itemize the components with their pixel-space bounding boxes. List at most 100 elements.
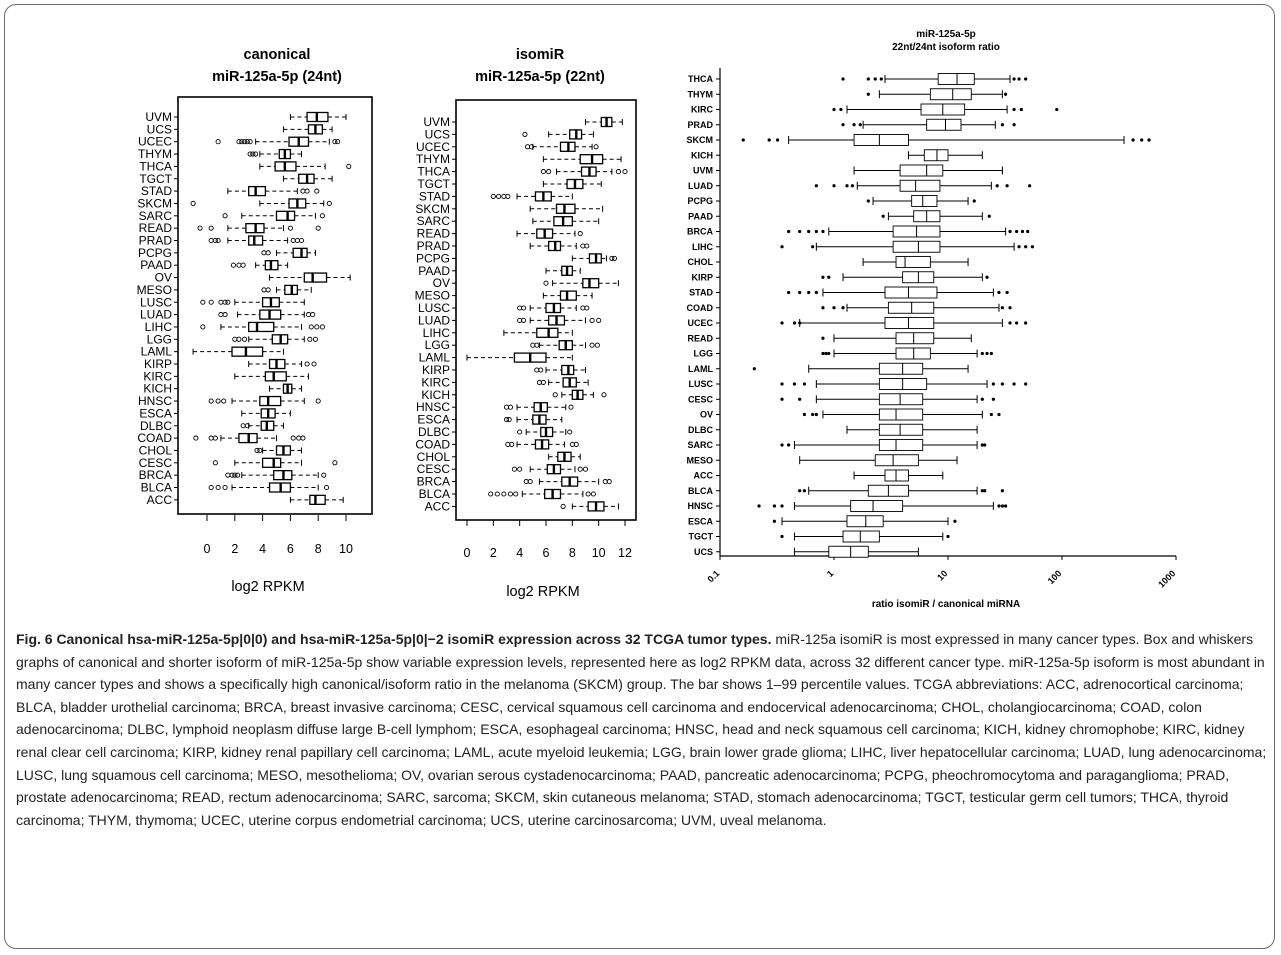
ratio-xtick-label-1000: 1000 <box>1156 568 1177 589</box>
canonical-luad-outlier-2 <box>305 312 312 318</box>
ratio-cesc-outlier-1 <box>798 397 802 401</box>
isomir-blca-label: BLCA <box>419 487 450 501</box>
canonical-thym-outlier-0 <box>247 151 253 157</box>
ratio-cesc-box <box>878 393 924 406</box>
ratio-pcpg-outlier-1 <box>972 199 976 203</box>
ratio-brca-outlier-7 <box>1020 229 1025 234</box>
ratio-kirc-outlier-0 <box>832 107 836 112</box>
ratio-meso-box <box>874 454 919 467</box>
canonical-dlbc-outlier-1 <box>244 423 250 429</box>
canonical-lgg-outlier-0 <box>232 336 238 342</box>
ratio-kirc-outlier-3 <box>1019 107 1023 112</box>
canonical-lusc-label: LUSC <box>140 295 172 309</box>
ratio-xtick-label-10: 10 <box>935 568 949 582</box>
ratio-skcm-outlier-4 <box>1140 138 1144 142</box>
isomir-xtick-label-2: 2 <box>490 546 497 560</box>
ratio-thym-outlier-1 <box>1003 92 1008 96</box>
canonical-kirp-outlier-1 <box>311 361 317 367</box>
ratio-tgct-label: TGCT <box>689 532 714 542</box>
ratio-ucec-outlier-2 <box>798 321 802 325</box>
canonical-chol-outlier-1 <box>257 447 263 454</box>
canonical-luad-label: LUAD <box>140 308 172 322</box>
isomir-cesc-outlier-3 <box>582 466 589 472</box>
panel-isomir: isomiR miR-125a-5p (22nt) 0 2 4 6 8 10 12UVMUC… <box>415 47 637 600</box>
isomir-ucs-outlier-0 <box>522 131 528 137</box>
figure-6-plots: canonical miR-125a-5p (24nt) 0 2 4 6 8 10UVMU… <box>137 29 1178 610</box>
ratio-lusc-outlier-3 <box>991 382 995 386</box>
isomir-pcpg-outlier-1 <box>611 255 618 261</box>
isomir-thca-outlier-0 <box>540 169 546 175</box>
ratio-xtick-label-1: 1 <box>825 568 836 579</box>
canonical-chol-outlier-0 <box>254 447 260 454</box>
ratio-brca-outlier-5 <box>1008 229 1012 234</box>
canonical-kirp-label: KIRP <box>144 357 172 371</box>
ratio-brca-outlier-6 <box>1015 229 1019 234</box>
canonical-prad-box <box>248 235 264 246</box>
canonical-xtick-label-6: 6 <box>287 542 294 556</box>
isomir-blca-outlier-1 <box>494 491 500 497</box>
canonical-prad-outlier-0 <box>208 237 214 244</box>
isomir-brca-outlier-3 <box>606 479 612 485</box>
ratio-prad-label: PRAD <box>687 120 713 130</box>
canonical-ucec-outlier-3 <box>241 139 248 145</box>
ratio-lihc-outlier-2 <box>1017 245 1021 249</box>
canonical-blca-outlier-0 <box>208 484 214 491</box>
canonical-sarc-label: SARC <box>139 209 173 223</box>
ratio-read-outlier-0 <box>821 336 825 340</box>
ratio-stad-outlier-0 <box>787 290 791 295</box>
isomir-coad-outlier-3 <box>573 441 579 447</box>
ratio-kirc-outlier-1 <box>839 107 843 112</box>
ratio-lihc-outlier-0 <box>780 245 784 249</box>
canonical-cesc-outlier-0 <box>212 460 218 466</box>
ratio-hnsc-outlier-4 <box>1000 504 1004 508</box>
canonical-ov-label: OV <box>155 271 172 285</box>
isomir-stad-outlier-0 <box>490 193 496 199</box>
ratio-sarc-outlier-3 <box>983 443 987 447</box>
ratio-kirc-outlier-4 <box>1055 107 1059 112</box>
canonical-lgg-outlier-2 <box>241 336 248 342</box>
isomir-coad-label: COAD <box>415 437 450 451</box>
ratio-prad-outlier-3 <box>1000 123 1004 127</box>
ratio-cesc-outlier-3 <box>991 397 995 401</box>
ratio-lgg-outlier-4 <box>985 351 989 356</box>
canonical-ucec-outlier-1 <box>236 139 242 145</box>
ratio-kich-label: KICH <box>691 150 713 160</box>
ratio-esca-label: ESCA <box>688 516 714 526</box>
isomir-kich-outlier-1 <box>601 392 607 398</box>
isomir-meso-box <box>559 290 577 301</box>
isomir-luad-outlier-3 <box>596 317 602 323</box>
isomir-thca-outlier-1 <box>546 169 552 175</box>
ratio-lgg-outlier-0 <box>821 351 825 356</box>
ratio-kirc-label: KIRC <box>691 105 713 115</box>
ratio-thca-box <box>937 73 975 85</box>
ratio-ov-outlier-0 <box>802 412 807 417</box>
canonical-acc-box <box>309 494 326 506</box>
ratio-stad-outlier-4 <box>997 290 1001 295</box>
panel-isomir-xlabel: log2 RPKM <box>506 584 579 600</box>
isomir-blca-outlier-0 <box>488 491 494 497</box>
isomir-cesc-outlier-1 <box>517 466 523 472</box>
panel-canonical-title-line2: miR-125a-5p (24nt) <box>212 69 342 85</box>
ratio-stad-outlier-3 <box>814 290 818 295</box>
isomir-stad-outlier-1 <box>496 193 502 199</box>
ratio-ucs-box <box>828 545 869 558</box>
ratio-lgg-outlier-2 <box>827 351 831 356</box>
canonical-sarc-outlier-1 <box>319 213 325 219</box>
ratio-ucec-label: UCEC <box>687 318 713 328</box>
ratio-lgg-outlier-5 <box>989 351 993 356</box>
ratio-luad-outlier-6 <box>1028 184 1032 188</box>
canonical-read-outlier-1 <box>208 225 214 231</box>
isomir-blca-outlier-3 <box>507 491 514 497</box>
ratio-coad-box <box>887 301 935 314</box>
canonical-blca-outlier-2 <box>222 484 228 491</box>
canonical-ucec-outlier-5 <box>247 139 253 145</box>
ratio-kich-box <box>923 149 949 162</box>
ratio-blca-outlier-1 <box>802 489 807 493</box>
ratio-ucec-outlier-5 <box>1024 321 1028 325</box>
ratio-read-label: READ <box>687 333 713 343</box>
canonical-blca-label: BLCA <box>141 481 172 495</box>
isomir-meso-label: MESO <box>415 289 450 303</box>
ratio-lusc-outlier-6 <box>1024 382 1028 386</box>
ratio-hnsc-label: HNSC <box>687 501 713 511</box>
ratio-laml-label: LAML <box>688 364 713 374</box>
